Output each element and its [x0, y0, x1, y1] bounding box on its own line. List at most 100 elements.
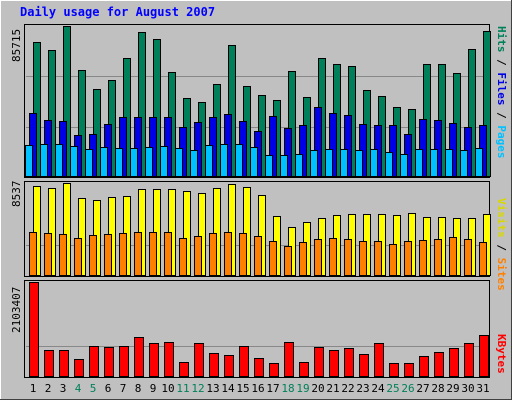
bar-pages-day-4: [70, 146, 78, 177]
bar-kbytes-day-1: [29, 282, 39, 377]
x-tick-label-day-22: 22: [341, 382, 354, 395]
bar-pages-day-17: [265, 155, 273, 177]
legend-panel3: KBytes: [495, 334, 508, 374]
bar-kbytes-day-7: [119, 346, 129, 377]
legend-pages: Pages: [495, 125, 508, 158]
bar-kbytes-day-13: [209, 353, 219, 377]
bar-sites-day-13: [209, 233, 217, 276]
bar-pages-day-7: [115, 148, 123, 177]
x-tick-label-day-15: 15: [236, 382, 249, 395]
legend-files: Files: [495, 72, 508, 105]
x-tick-label-day-13: 13: [206, 382, 219, 395]
panel-kbytes: [24, 280, 490, 378]
bar-kbytes-day-20: [314, 347, 324, 377]
x-tick-label-day-2: 2: [45, 382, 52, 395]
legend-panel2: Visits / Sites: [495, 198, 508, 291]
bar-kbytes-day-31: [479, 335, 489, 377]
bar-pages-day-22: [340, 149, 348, 177]
x-tick-label-day-30: 30: [461, 382, 474, 395]
x-tick-label-day-24: 24: [371, 382, 385, 395]
x-tick-label-day-9: 9: [150, 382, 157, 395]
bar-kbytes-day-15: [239, 346, 249, 377]
bar-pages-day-10: [160, 146, 168, 177]
chart-title: Daily usage for August 2007: [20, 5, 215, 19]
bar-sites-day-3: [59, 234, 67, 276]
x-tick-label-day-4: 4: [75, 382, 82, 395]
x-tick-label-day-28: 28: [431, 382, 444, 395]
bar-pages-day-3: [55, 144, 63, 177]
bar-sites-day-2: [44, 233, 52, 276]
x-tick-label-day-16: 16: [251, 382, 264, 395]
bar-kbytes-day-9: [149, 343, 159, 377]
bar-pages-day-16: [250, 147, 258, 177]
x-tick-label-day-31: 31: [476, 382, 489, 395]
bar-sites-day-5: [89, 235, 97, 276]
bar-kbytes-day-25: [389, 363, 399, 377]
x-tick-label-day-14: 14: [221, 382, 235, 395]
bar-pages-day-27: [415, 149, 423, 177]
bar-pages-day-25: [385, 152, 393, 177]
x-tick-label-day-10: 10: [161, 382, 174, 395]
bar-pages-day-20: [310, 150, 318, 177]
x-tick-label-day-29: 29: [446, 382, 459, 395]
x-tick-label-day-25: 25: [386, 382, 399, 395]
x-tick-label-day-20: 20: [311, 382, 324, 395]
bar-kbytes-day-14: [224, 355, 234, 377]
bar-pages-day-31: [475, 148, 483, 177]
x-tick-label-day-17: 17: [266, 382, 279, 395]
svg-text:Hits / Files / Pages: Hits / Files / Pages: [495, 26, 508, 159]
bar-kbytes-day-26: [404, 363, 414, 377]
svg-text:Visits / Sites: Visits / Sites: [495, 198, 508, 291]
bar-sites-day-18: [284, 246, 292, 276]
bar-kbytes-day-24: [374, 343, 384, 377]
x-tick-label-day-19: 19: [296, 382, 309, 395]
legend-sep2: /: [495, 106, 508, 126]
bar-kbytes-day-23: [359, 354, 369, 377]
bar-kbytes-day-10: [164, 342, 174, 377]
bar-sites-day-4: [74, 238, 82, 276]
bar-sites-day-21: [329, 238, 337, 276]
bar-sites-day-19: [299, 242, 307, 276]
bar-pages-day-12: [190, 150, 198, 177]
bar-sites-day-6: [104, 234, 112, 276]
bar-kbytes-day-11: [179, 362, 189, 377]
bar-pages-day-5: [85, 149, 93, 177]
x-tick-label-day-8: 8: [135, 382, 142, 395]
panel3-ymax-label: 2103407: [10, 287, 23, 333]
bar-kbytes-day-30: [464, 343, 474, 377]
bar-sites-day-28: [434, 239, 442, 276]
legend-sep3: /: [495, 238, 508, 258]
x-tick-label-day-5: 5: [90, 382, 97, 395]
legend-sites: Sites: [495, 258, 508, 291]
bar-pages-day-26: [400, 154, 408, 177]
bar-sites-day-31: [479, 242, 487, 276]
bars-layer: [25, 26, 491, 377]
bar-sites-day-12: [194, 236, 202, 276]
bar-kbytes-day-17: [269, 363, 279, 377]
bar-pages-day-24: [370, 149, 378, 177]
bar-pages-day-13: [205, 145, 213, 177]
legend-panel1: Hits / Files / Pages: [495, 26, 508, 159]
bar-sites-day-8: [134, 232, 142, 276]
bar-sites-day-1: [29, 232, 37, 276]
x-tick-label-day-27: 27: [416, 382, 429, 395]
panel-kbytes-border: [24, 280, 490, 378]
bar-pages-day-21: [325, 149, 333, 177]
bar-pages-day-14: [220, 144, 228, 177]
bar-kbytes-day-19: [299, 362, 309, 377]
bar-pages-day-6: [100, 147, 108, 177]
bar-pages-day-23: [355, 150, 363, 177]
bar-sites-day-30: [464, 239, 472, 276]
bar-sites-day-29: [449, 237, 457, 276]
bar-sites-day-26: [404, 241, 412, 276]
bar-kbytes-day-22: [344, 348, 354, 377]
bar-kbytes-day-5: [89, 346, 99, 377]
x-tick-label-day-23: 23: [356, 382, 369, 395]
x-tick-label-day-26: 26: [401, 382, 414, 395]
bar-sites-day-24: [374, 241, 382, 276]
x-tick-label-day-21: 21: [326, 382, 339, 395]
bar-sites-day-20: [314, 239, 322, 276]
bar-pages-day-18: [280, 155, 288, 177]
